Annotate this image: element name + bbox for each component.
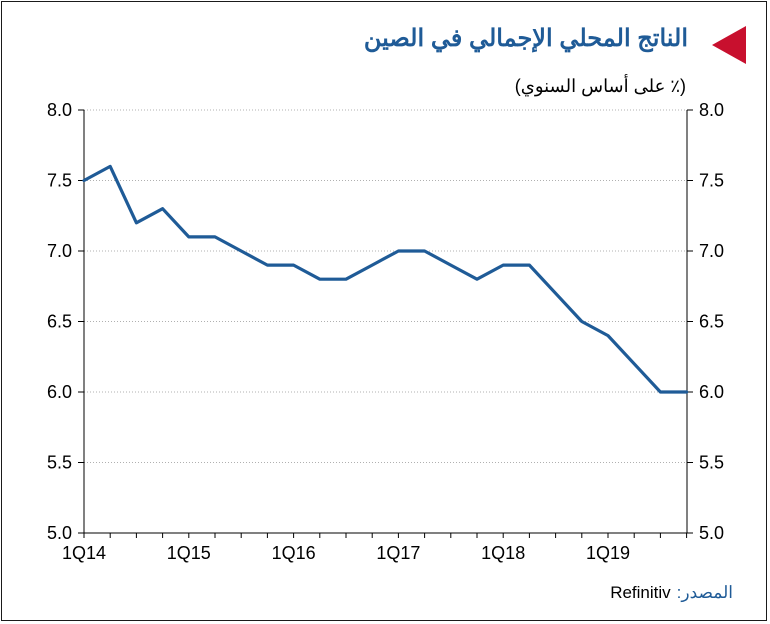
title-marker-triangle — [712, 26, 746, 64]
y-tick-label-right: 8.0 — [699, 100, 724, 120]
y-tick-label-left: 6.0 — [47, 382, 72, 402]
x-tick-label: 1Q17 — [376, 543, 420, 563]
chart-subtitle: (٪ على أساس السنوي) — [514, 76, 686, 96]
y-tick-label-right: 6.0 — [699, 382, 724, 402]
x-tick-label: 1Q14 — [62, 543, 106, 563]
x-tick-label: 1Q19 — [586, 543, 630, 563]
source-note: Refinitiv المصدر: — [610, 583, 733, 603]
y-tick-label-right: 5.0 — [699, 523, 724, 543]
y-tick-label-right: 5.5 — [699, 453, 724, 473]
y-tick-label-right: 6.5 — [699, 312, 724, 332]
y-tick-label-left: 7.5 — [47, 171, 72, 191]
y-tick-label-left: 5.5 — [47, 453, 72, 473]
y-tick-label-left: 8.0 — [47, 100, 72, 120]
y-tick-label-right: 7.0 — [699, 241, 724, 261]
y-tick-label-right: 7.5 — [699, 171, 724, 191]
chart-title: الناتج المحلي الإجمالي في الصين — [363, 25, 688, 52]
series-line — [82, 164, 689, 394]
source-label: المصدر: — [676, 583, 733, 602]
y-tick-label-left: 6.5 — [47, 312, 72, 332]
x-tick-label: 1Q18 — [481, 543, 525, 563]
y-tick-label-left: 7.0 — [47, 241, 72, 261]
source-value: Refinitiv — [610, 583, 671, 602]
y-tick-label-left: 5.0 — [47, 523, 72, 543]
x-tick-label: 1Q15 — [167, 543, 211, 563]
x-tick-label: 1Q16 — [272, 543, 316, 563]
